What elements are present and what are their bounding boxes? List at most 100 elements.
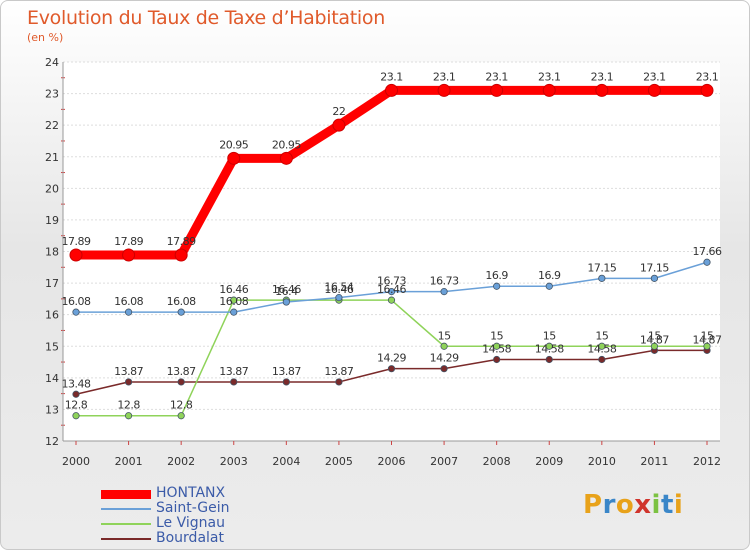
x-tick-label: 2010 <box>588 455 616 468</box>
data-label: 20.95 <box>272 138 301 151</box>
x-tick-label: 2006 <box>378 455 406 468</box>
y-tick-label: 22 <box>45 119 59 132</box>
data-label: 17.15 <box>587 261 616 274</box>
data-point <box>647 83 661 97</box>
data-label: 16.46 <box>324 283 353 296</box>
data-point <box>282 298 290 306</box>
data-point <box>387 365 396 373</box>
data-label: 14.29 <box>377 352 406 365</box>
data-label: 23.1 <box>485 70 508 83</box>
data-label: 20.95 <box>219 138 248 151</box>
data-point <box>69 248 83 262</box>
data-label: 16.9 <box>485 269 508 282</box>
x-tick-label: 2002 <box>167 455 195 468</box>
x-tick-label: 2001 <box>115 455 143 468</box>
data-point <box>335 294 343 302</box>
data-label: 16.46 <box>377 283 406 296</box>
x-tick-label: 2007 <box>430 455 458 468</box>
data-label: 12.8 <box>117 399 140 412</box>
data-point <box>124 308 133 316</box>
data-point <box>703 258 711 266</box>
logo-letter: r <box>602 490 616 520</box>
legend-label: HONTANX <box>156 485 226 501</box>
logo-letter: o <box>615 490 635 520</box>
data-label: 17.89 <box>114 235 143 248</box>
x-tick-label: 2004 <box>272 455 300 468</box>
x-tick-label: 2008 <box>483 455 511 468</box>
data-label: 16.73 <box>377 275 406 288</box>
data-label: 23.1 <box>591 70 614 83</box>
legend-label: Saint-Gein <box>156 500 230 516</box>
y-tick-label: 19 <box>45 214 59 227</box>
logo-letter: i <box>651 490 661 520</box>
data-point <box>440 342 448 350</box>
legend-swatch <box>101 538 151 540</box>
data-point <box>545 342 553 350</box>
data-label: 15 <box>648 329 661 342</box>
logo-letter: i <box>673 490 684 520</box>
proxiti-logo: Proxiti <box>583 490 683 520</box>
data-point <box>279 151 293 165</box>
data-label: 14.58 <box>482 343 511 356</box>
data-label: 13.87 <box>114 365 143 378</box>
y-tick-label: 12 <box>45 435 59 448</box>
legend-label: Bourdalat <box>156 530 224 546</box>
data-point <box>230 378 238 386</box>
data-point <box>72 390 80 398</box>
legend-swatch <box>101 489 151 499</box>
x-tick-label: 2003 <box>220 455 248 468</box>
data-point <box>177 412 185 420</box>
data-label: 14.29 <box>430 352 459 365</box>
logo-letter: P <box>583 490 603 520</box>
data-label: 15 <box>595 329 608 342</box>
data-point <box>703 342 711 350</box>
data-label: 17.66 <box>693 245 722 258</box>
data-label: 22 <box>332 105 345 118</box>
y-tick-label: 16 <box>45 309 59 322</box>
data-label: 14.58 <box>535 343 564 356</box>
data-point <box>598 274 606 282</box>
data-label: 14.87 <box>693 333 722 346</box>
data-label: 16.4 <box>275 285 298 298</box>
data-point <box>493 282 501 290</box>
data-label: 16.46 <box>219 283 248 296</box>
data-label: 17.15 <box>640 261 669 274</box>
data-label: 14.58 <box>587 343 616 356</box>
data-point <box>650 342 659 350</box>
data-label: 13.87 <box>219 365 248 378</box>
data-label: 13.87 <box>272 365 301 378</box>
chart-title: Evolution du Taux de Taxe d’Habitation <box>27 7 385 29</box>
data-point <box>335 378 343 386</box>
data-point <box>700 83 714 97</box>
data-point <box>230 308 238 316</box>
data-label: 16.9 <box>538 269 561 282</box>
data-point <box>174 248 188 262</box>
data-point <box>230 296 238 304</box>
data-label: 13.48 <box>62 377 91 390</box>
data-point <box>440 288 448 296</box>
data-label: 14.87 <box>640 333 669 346</box>
y-tick-label: 23 <box>45 88 59 101</box>
data-point <box>490 83 504 97</box>
data-point <box>437 83 451 97</box>
chart-subtitle: (en %) <box>27 31 64 44</box>
data-point <box>72 412 80 420</box>
data-point <box>595 83 609 97</box>
y-tick-label: 15 <box>45 340 59 353</box>
y-tick-label: 24 <box>45 56 59 69</box>
data-label: 23.1 <box>643 70 666 83</box>
data-label: 16.08 <box>114 295 143 308</box>
data-label: 16.08 <box>62 295 91 308</box>
logo-letter: x <box>634 490 652 520</box>
data-point <box>72 308 80 316</box>
data-label: 16.46 <box>272 283 301 296</box>
data-label: 13.87 <box>324 365 353 378</box>
y-tick-label: 13 <box>45 403 59 416</box>
data-point <box>227 151 241 165</box>
data-label: 12.8 <box>170 399 193 412</box>
logo-letter: t <box>660 490 674 520</box>
legend-label: Le Vignau <box>156 515 225 531</box>
y-tick-label: 14 <box>45 372 59 385</box>
data-point <box>545 355 553 364</box>
